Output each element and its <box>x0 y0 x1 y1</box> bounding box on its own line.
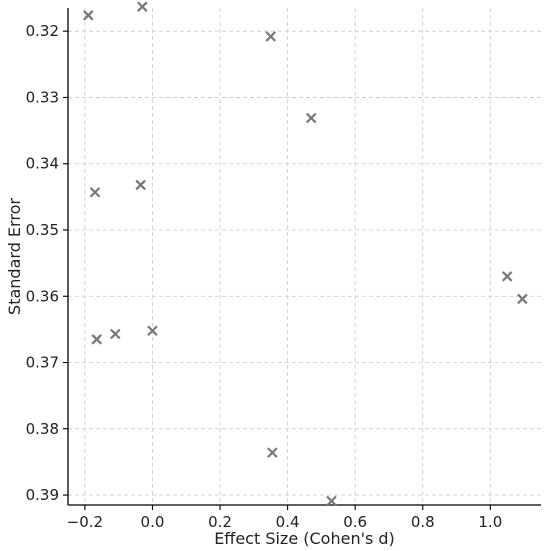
x-tick-label: 0.0 <box>141 513 165 531</box>
scatter-point <box>91 334 102 345</box>
scatter-point <box>517 293 528 305</box>
x-axis-title: Effect Size (Cohen's d) <box>214 529 395 548</box>
y-tick-label: 0.39 <box>26 486 59 504</box>
x-tick-label: 0.2 <box>208 513 232 531</box>
y-tick-label: 0.37 <box>26 354 59 372</box>
axes <box>67 8 541 506</box>
scatter-point <box>135 179 146 191</box>
x-tick-label: 0.4 <box>276 513 300 531</box>
scatter-point <box>147 325 158 336</box>
y-tick-label: 0.35 <box>26 221 59 239</box>
ticks: −0.2 0.0 0.2 0.4 0.6 0.8 1.0 0.32 0.33 0.34 0.35 0.… <box>26 22 503 531</box>
data-points <box>82 1 528 507</box>
y-tick-label: 0.32 <box>26 22 59 40</box>
x-tick-label: 0.6 <box>343 513 367 531</box>
scatter-point <box>110 328 121 340</box>
scatter-point <box>326 495 337 507</box>
y-tick-label: 0.33 <box>26 88 59 106</box>
scatter-point <box>137 1 148 12</box>
y-tick-label: 0.36 <box>26 287 59 305</box>
scatter-point <box>82 10 94 21</box>
scatter-point <box>501 271 513 282</box>
y-axis-title: Standard Error <box>5 198 24 315</box>
x-tick-label: −0.2 <box>67 513 103 531</box>
x-tick-label: 1.0 <box>478 513 502 531</box>
scatter-point <box>305 112 317 124</box>
scatter-point <box>265 31 276 42</box>
y-tick-label: 0.34 <box>26 155 59 173</box>
x-tick-label: 0.8 <box>411 513 435 531</box>
scatter-point <box>267 447 278 458</box>
y-tick-label: 0.38 <box>26 420 59 438</box>
grid <box>68 8 541 505</box>
scatter-point <box>89 186 101 198</box>
